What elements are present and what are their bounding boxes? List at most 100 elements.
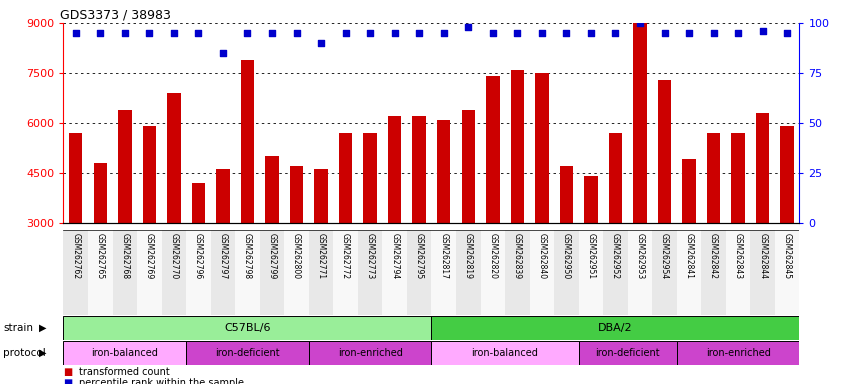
Point (412, 30, 426, 36)
Bar (113, 230, 137, 315)
Text: GSM262954: GSM262954 (660, 233, 669, 279)
Bar (333, 230, 358, 315)
Text: GSM262840: GSM262840 (537, 233, 547, 279)
Point (584, 30, 597, 36)
Bar (358, 230, 382, 315)
Bar (309, 230, 333, 315)
Bar (707, 133, 720, 223)
Point (461, 24, 475, 30)
Point (706, 30, 720, 36)
Bar (486, 76, 499, 223)
Bar (118, 109, 131, 223)
Text: GSM262820: GSM262820 (488, 233, 497, 279)
Bar (683, 159, 695, 223)
Bar (456, 230, 481, 315)
Bar (462, 109, 475, 223)
Bar (241, 60, 254, 223)
Text: GSM262842: GSM262842 (709, 233, 718, 279)
Bar (554, 230, 579, 315)
Bar (192, 183, 205, 223)
Text: iron-balanced: iron-balanced (91, 348, 158, 358)
Point (486, 30, 499, 36)
Point (633, 20, 646, 26)
Bar (750, 230, 775, 315)
Bar (579, 230, 603, 315)
Text: GSM262951: GSM262951 (586, 233, 596, 279)
Text: iron-enriched: iron-enriched (338, 348, 403, 358)
Bar (775, 230, 799, 315)
Bar (339, 133, 352, 223)
Text: strain: strain (3, 323, 33, 333)
Text: GSM262798: GSM262798 (243, 233, 252, 279)
Point (363, 30, 376, 36)
Bar (315, 169, 327, 223)
Text: GSM262769: GSM262769 (145, 233, 154, 279)
Point (69, 30, 82, 36)
Text: iron-deficient: iron-deficient (596, 348, 660, 358)
Text: GSM262952: GSM262952 (611, 233, 620, 279)
Point (118, 30, 131, 36)
Text: GSM262950: GSM262950 (562, 233, 571, 279)
Point (167, 30, 180, 36)
Bar (63, 230, 88, 315)
Bar (413, 116, 426, 223)
Bar (536, 73, 548, 223)
Point (731, 30, 744, 36)
Point (510, 30, 524, 36)
Text: ■: ■ (63, 367, 73, 377)
Bar (284, 230, 309, 315)
Text: GSM262768: GSM262768 (120, 233, 129, 279)
Bar (407, 230, 431, 315)
Point (437, 30, 450, 36)
Text: GDS3373 / 38983: GDS3373 / 38983 (60, 9, 171, 22)
Bar (431, 230, 456, 315)
Text: GSM262771: GSM262771 (316, 233, 326, 279)
Bar (235, 230, 260, 315)
Bar (628, 230, 652, 315)
Point (314, 40, 327, 46)
Bar (211, 230, 235, 315)
Bar (579, 341, 677, 365)
Point (216, 50, 229, 56)
Text: GSM262797: GSM262797 (218, 233, 228, 279)
Text: GSM262773: GSM262773 (365, 233, 375, 279)
Text: C57BL/6: C57BL/6 (224, 323, 271, 333)
Bar (94, 163, 107, 223)
Text: DBA/2: DBA/2 (598, 323, 633, 333)
Text: GSM262765: GSM262765 (96, 233, 105, 279)
Point (142, 30, 156, 36)
Text: ▶: ▶ (39, 323, 47, 333)
Bar (63, 316, 431, 340)
Point (338, 30, 352, 36)
Bar (63, 341, 186, 365)
Point (265, 30, 278, 36)
Text: percentile rank within the sample: percentile rank within the sample (79, 378, 244, 384)
Bar (603, 230, 628, 315)
Point (780, 30, 794, 36)
Bar (781, 126, 794, 223)
Bar (658, 79, 671, 223)
Text: GSM262770: GSM262770 (169, 233, 179, 279)
Text: GSM262800: GSM262800 (292, 233, 301, 279)
Text: GSM262839: GSM262839 (513, 233, 522, 279)
Text: GSM262796: GSM262796 (194, 233, 203, 279)
Text: iron-balanced: iron-balanced (471, 348, 539, 358)
Bar (732, 133, 744, 223)
Point (657, 30, 671, 36)
Bar (609, 133, 622, 223)
Bar (186, 341, 309, 365)
Bar (431, 316, 799, 340)
Point (93, 30, 107, 36)
Bar (585, 176, 597, 223)
Text: GSM262819: GSM262819 (464, 233, 473, 279)
Bar (168, 93, 180, 223)
Point (240, 30, 254, 36)
Bar (217, 169, 229, 223)
Text: ▶: ▶ (39, 348, 47, 358)
Bar (726, 230, 750, 315)
Bar (560, 166, 573, 223)
Text: GSM262844: GSM262844 (758, 233, 767, 279)
Bar (309, 341, 431, 365)
Bar (266, 156, 278, 223)
Bar (701, 230, 726, 315)
